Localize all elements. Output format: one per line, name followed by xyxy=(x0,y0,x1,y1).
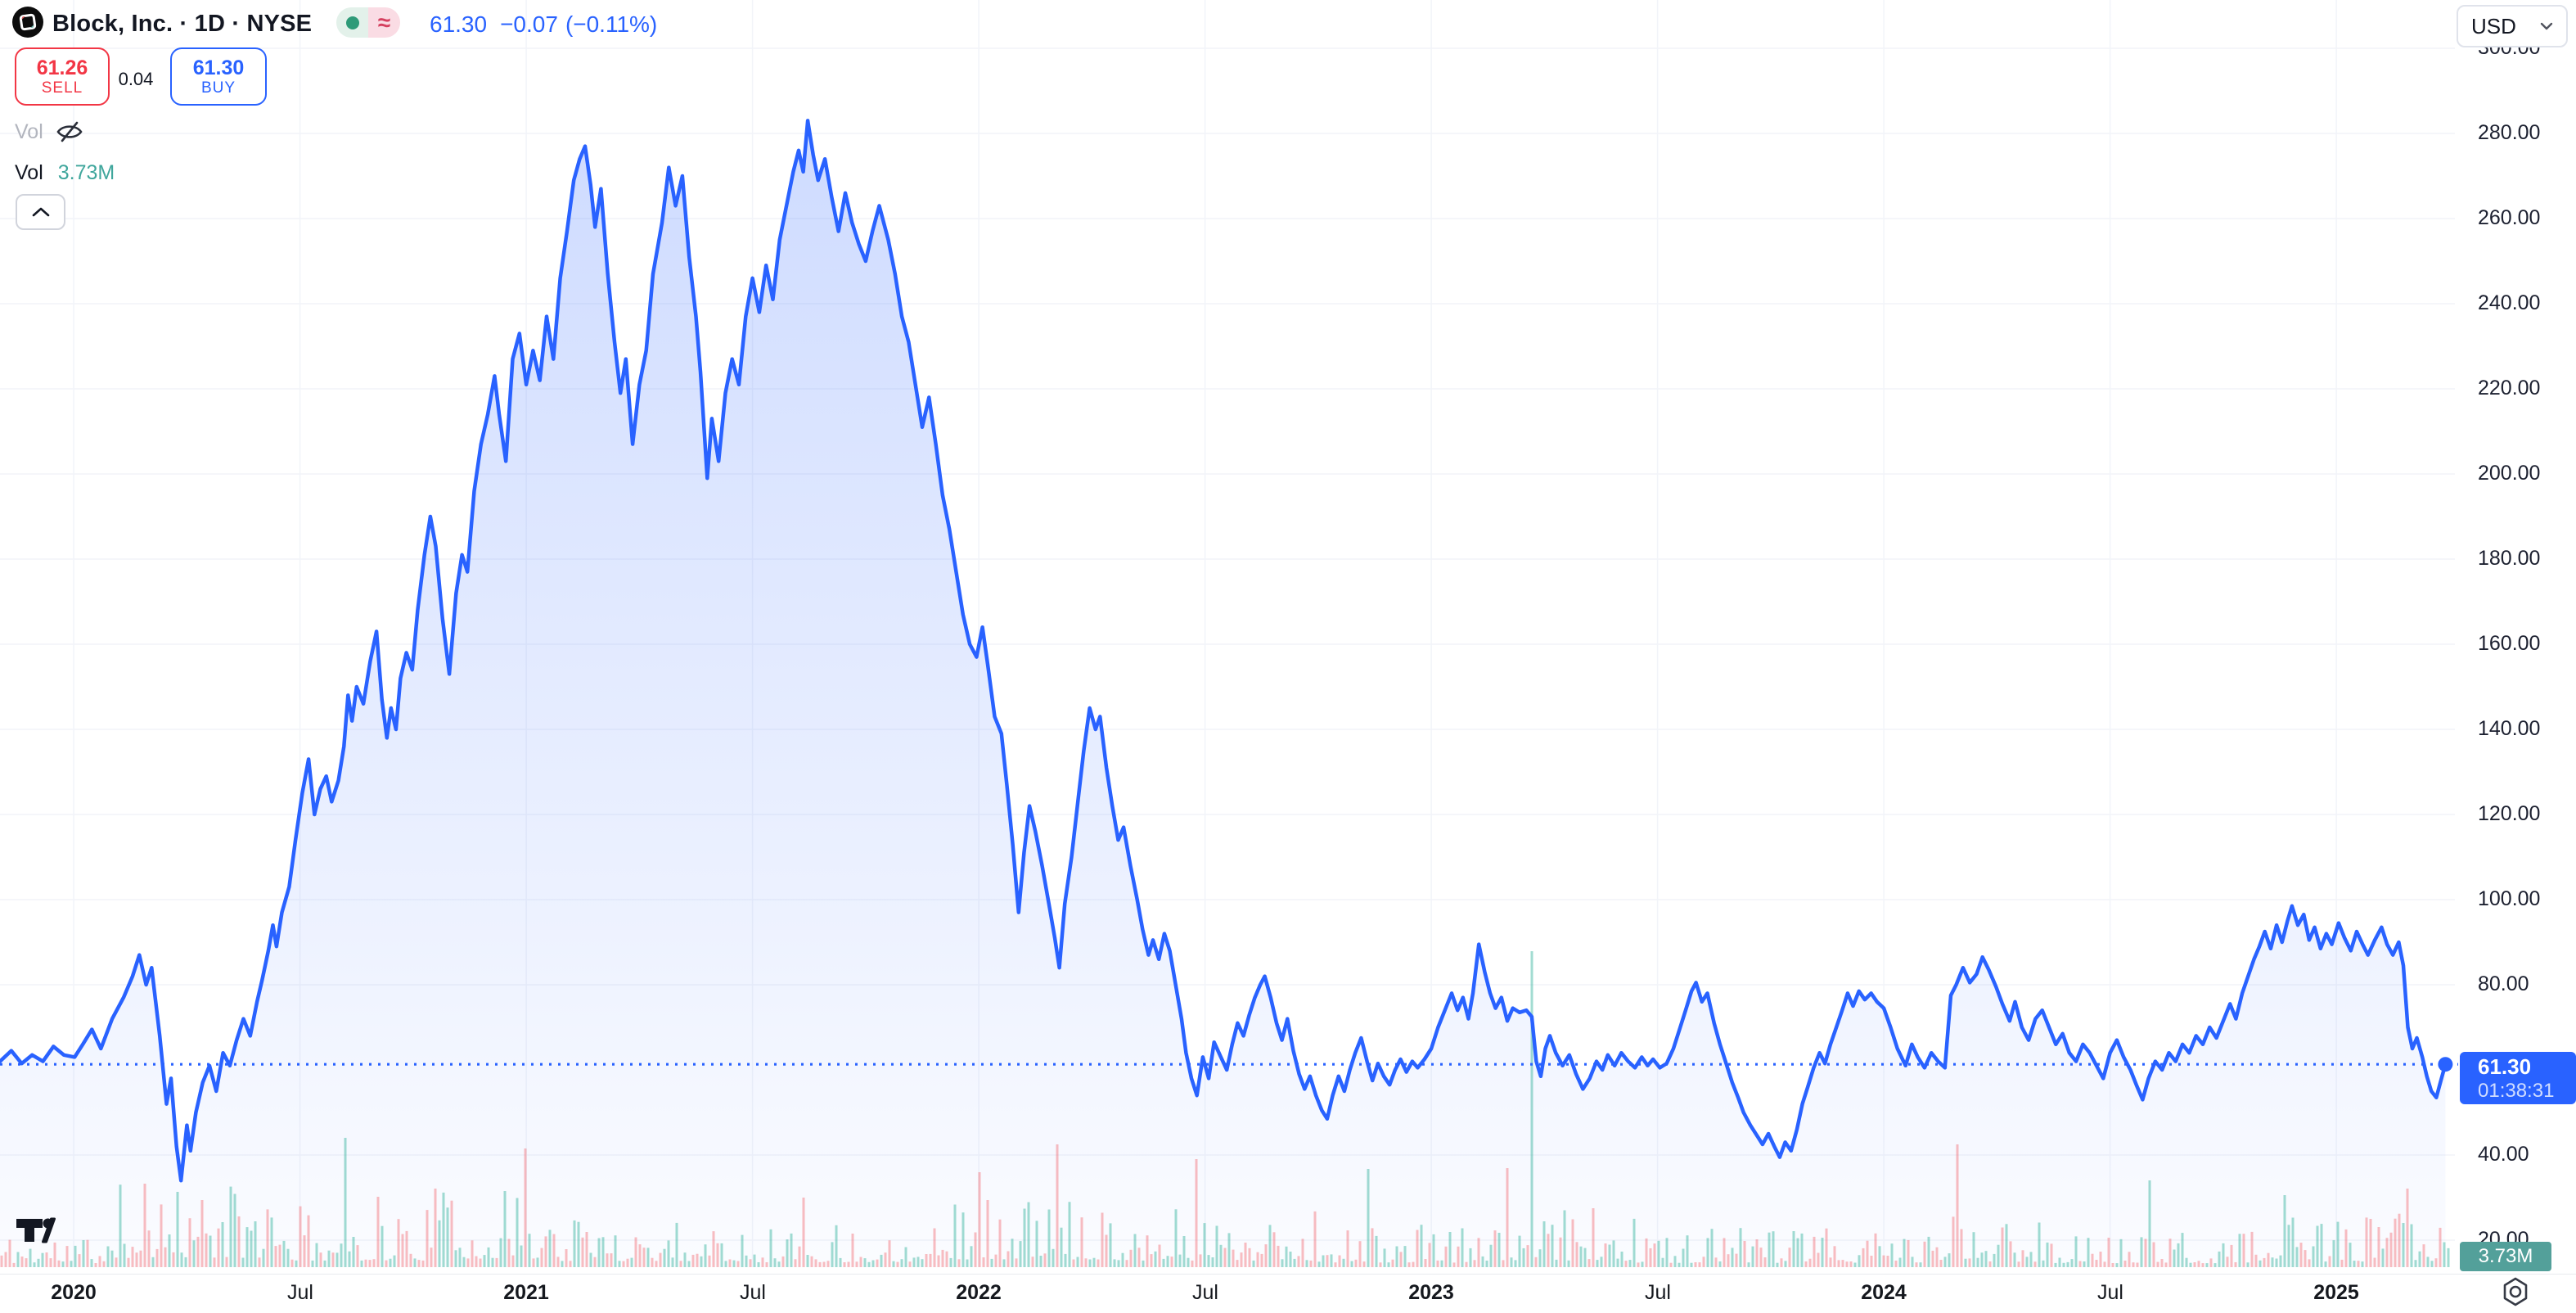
eye-off-icon[interactable] xyxy=(55,120,84,144)
time-axis-tick: Jul xyxy=(1645,1281,1671,1304)
time-axis-tick: 2025 xyxy=(2313,1281,2359,1304)
tradingview-logo-icon[interactable] xyxy=(15,1216,56,1250)
symbol-logo-icon[interactable] xyxy=(12,7,43,38)
time-axis-tick: 2022 xyxy=(956,1281,1002,1304)
symbol-title[interactable]: Block, Inc. · 1D · NYSE xyxy=(52,11,313,37)
volume-legend-row[interactable]: Vol 3.73M xyxy=(15,161,115,185)
price-axis-label: 100.00 xyxy=(2478,887,2541,910)
settings-gear-icon[interactable] xyxy=(2499,1275,2532,1312)
sell-label: SELL xyxy=(41,79,83,97)
volume-bars xyxy=(0,951,2450,1267)
bid-ask-spread: 0.04 xyxy=(118,69,154,89)
price-line xyxy=(0,119,2448,1183)
market-open-indicator xyxy=(336,7,368,38)
price-axis-label: 180.00 xyxy=(2478,547,2541,570)
hidden-volume-study-label: Vol xyxy=(15,120,43,143)
time-axis-tick: 2020 xyxy=(51,1281,97,1304)
currency-dropdown[interactable]: USD xyxy=(2457,5,2568,47)
block-logo-glyph xyxy=(19,13,37,31)
price-axis-label: 40.00 xyxy=(2478,1142,2529,1166)
price-axis-label: 160.00 xyxy=(2478,631,2541,655)
collapse-legend-button[interactable] xyxy=(16,194,65,230)
bar-countdown: 01:38:31 xyxy=(2478,1079,2555,1102)
time-axis-tick: 2021 xyxy=(503,1281,549,1304)
price-change: −0.07 xyxy=(500,11,558,37)
price-axis-label: 120.00 xyxy=(2478,801,2541,825)
price-axis[interactable]: 300.00 280.00 260.00 240.00 220.00 200.00 180.… xyxy=(2455,0,2576,1313)
volume-axis-label: 3.73M xyxy=(2460,1242,2551,1271)
time-axis-tick: 2024 xyxy=(1861,1281,1907,1304)
price-axis-label: 260.00 xyxy=(2478,206,2541,229)
current-price-value: 61.30 xyxy=(2478,1054,2532,1079)
pane-separator xyxy=(0,1274,2576,1275)
quote-summary: 61.30 −0.07 (−0.11%) xyxy=(430,11,657,38)
price-axis-label: 280.00 xyxy=(2478,121,2541,145)
hidden-volume-study-row[interactable]: Vol xyxy=(15,120,84,144)
price-axis-label: 200.00 xyxy=(2478,462,2541,485)
time-axis[interactable]: 2020 Jul 2021 Jul 2022 Jul 2023 Jul 2024 Jul 2025 xyxy=(0,1274,2576,1313)
time-axis-tick: Jul xyxy=(287,1281,313,1304)
price-axis-label: 80.00 xyxy=(2478,972,2529,995)
price-axis-label: 240.00 xyxy=(2478,291,2541,314)
sell-button[interactable]: 61.26 SELL xyxy=(15,47,110,106)
buy-button[interactable]: 61.30 BUY xyxy=(170,47,267,106)
time-axis-tick: Jul xyxy=(2097,1281,2123,1304)
time-axis-tick: Jul xyxy=(1192,1281,1218,1304)
price-axis-label: 220.00 xyxy=(2478,377,2541,399)
time-axis-tick: Jul xyxy=(740,1281,766,1304)
buy-price: 61.30 xyxy=(192,56,245,79)
delayed-data-indicator: ≈ xyxy=(368,7,400,38)
chevron-down-icon xyxy=(2540,22,2553,30)
buy-label: BUY xyxy=(200,79,236,97)
chevron-up-icon xyxy=(32,207,49,217)
approx-icon: ≈ xyxy=(377,9,391,35)
series-end-marker xyxy=(2438,1057,2453,1072)
volume-legend-label: Vol xyxy=(15,161,43,184)
currency-value: USD xyxy=(2471,13,2516,38)
green-dot-icon xyxy=(345,16,359,29)
price-change-percent: (−0.11%) xyxy=(565,11,658,37)
last-price: 61.30 xyxy=(430,11,488,37)
current-price-label: 61.30 01:38:31 xyxy=(2460,1052,2576,1105)
time-axis-tick: 2023 xyxy=(1408,1281,1454,1304)
market-status-pill[interactable]: ≈ xyxy=(336,7,400,38)
area-fill xyxy=(0,120,2446,1267)
price-axis-label: 140.00 xyxy=(2478,716,2541,740)
volume-legend-value: 3.73M xyxy=(57,161,115,184)
sell-price: 61.26 xyxy=(36,56,88,79)
